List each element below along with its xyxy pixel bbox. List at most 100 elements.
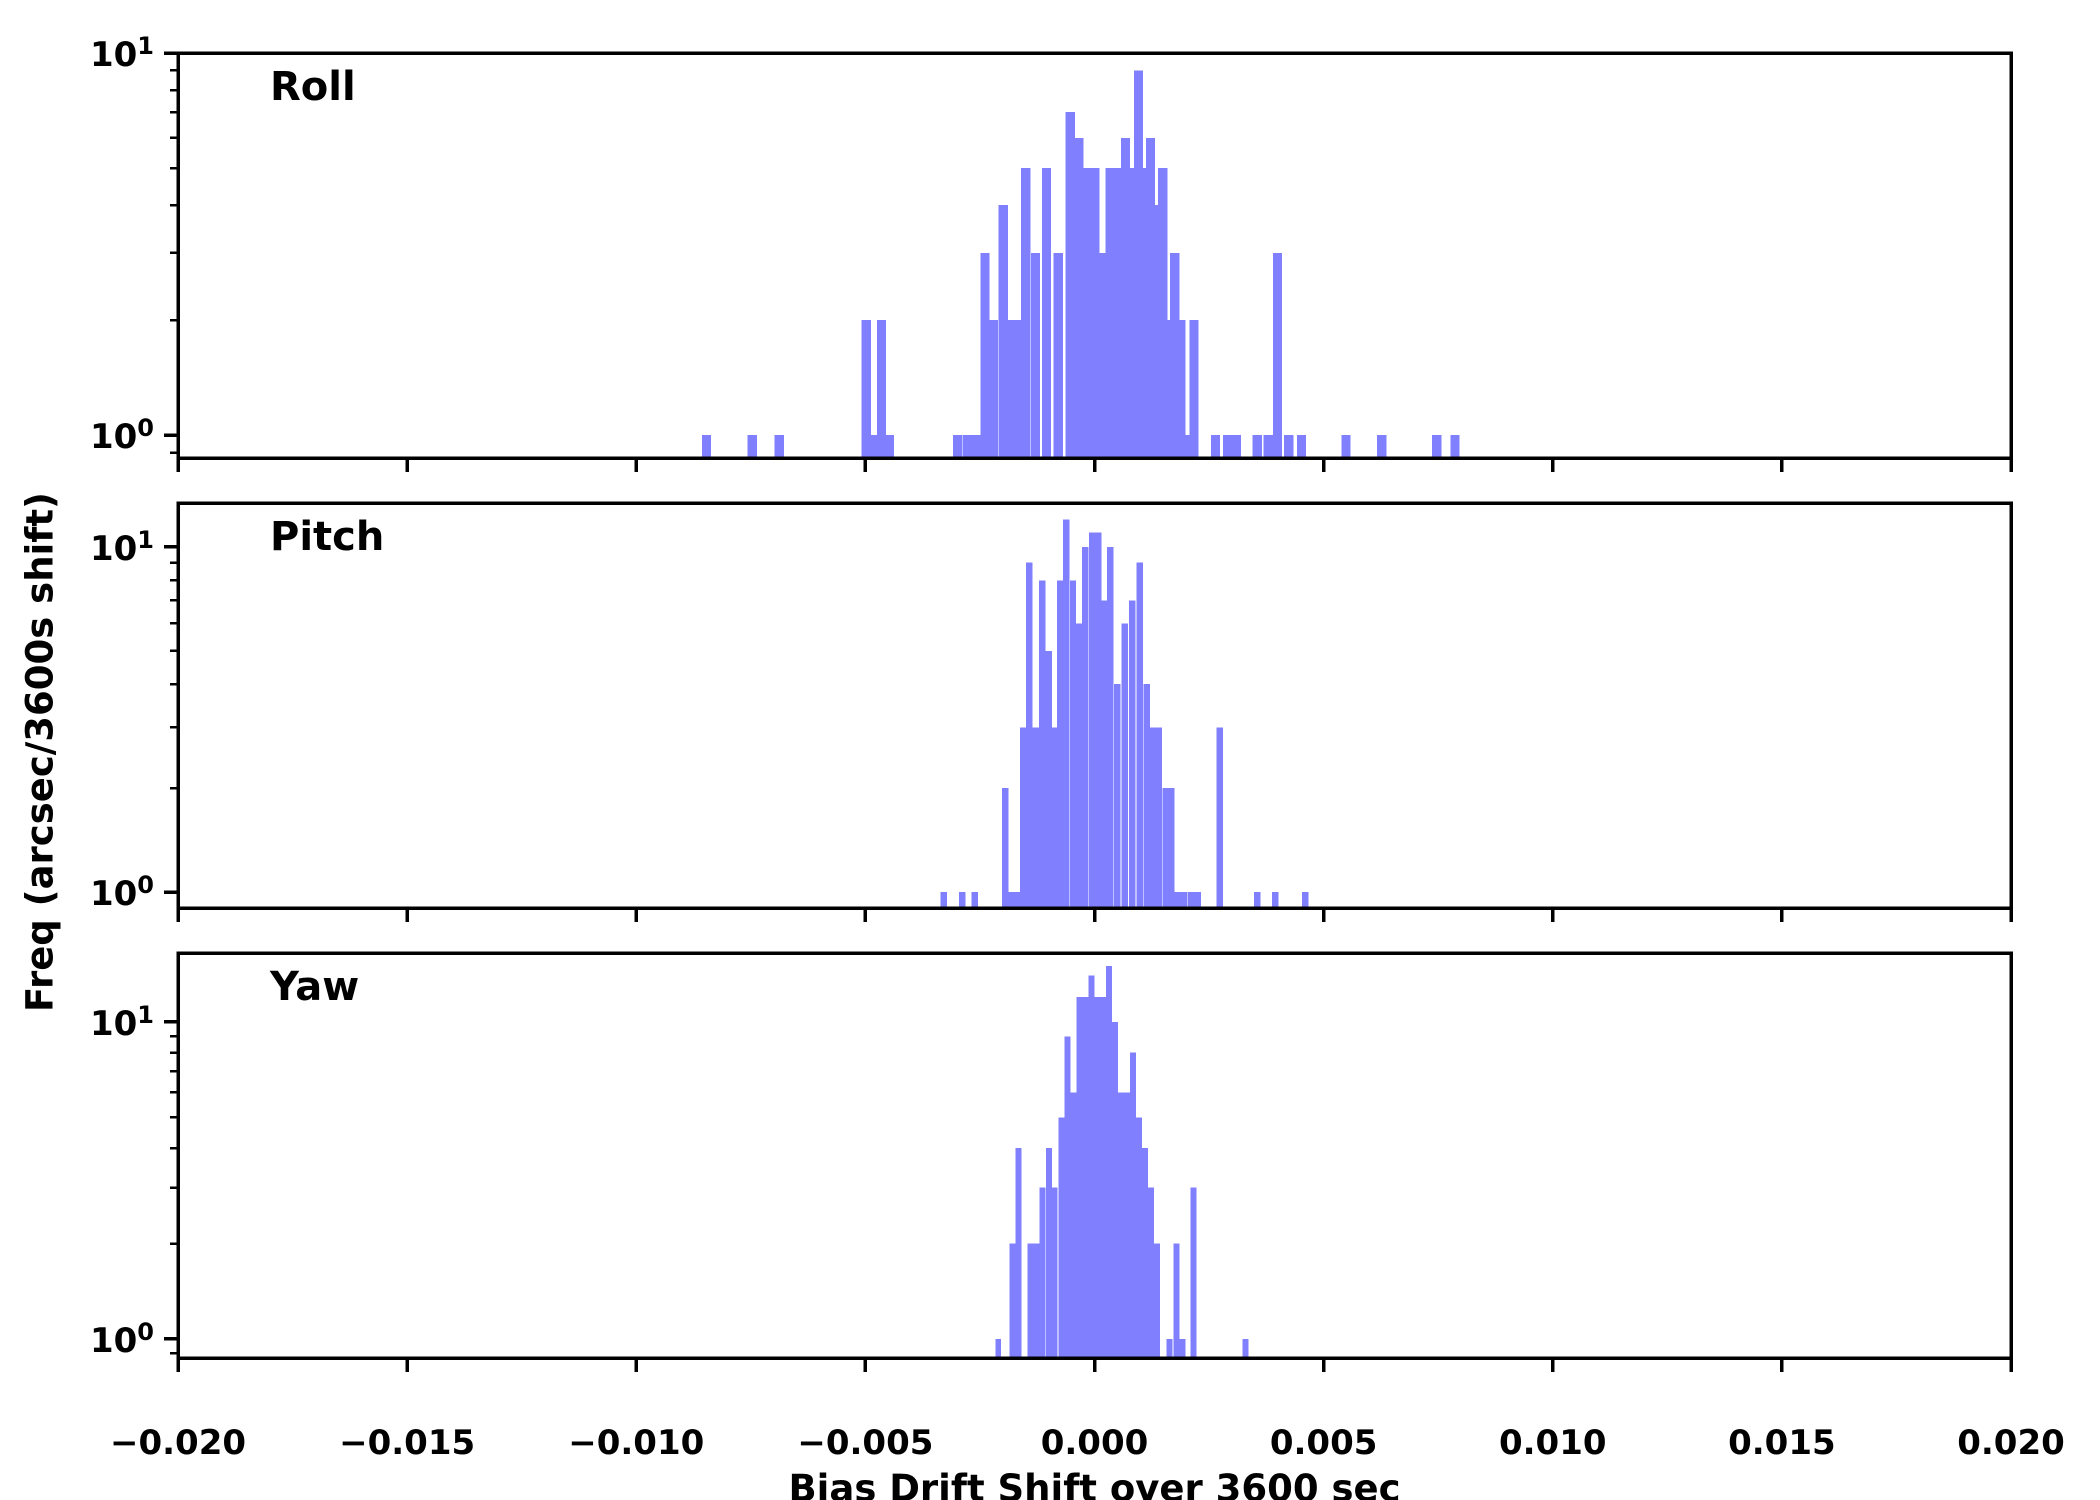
histogram-bar	[1001, 788, 1009, 908]
histogram-bar	[1021, 168, 1031, 459]
histogram-bar	[1039, 1187, 1046, 1358]
histogram-bar	[940, 892, 947, 908]
histogram-bar	[1074, 137, 1084, 459]
histogram-bar	[1302, 892, 1309, 908]
histogram-bar	[998, 205, 1008, 458]
histogram-bar	[1377, 435, 1387, 458]
histogram-bar	[1030, 252, 1040, 458]
histogram-bar	[1121, 137, 1131, 459]
histogram-bar	[1046, 1148, 1053, 1358]
histogram-bar	[1045, 650, 1052, 908]
histogram-bar	[1252, 435, 1262, 458]
histogram-bar	[1216, 727, 1223, 908]
x-tick-label: 0.000	[1040, 1423, 1149, 1463]
histogram-bar	[1089, 532, 1096, 908]
panel-title-yaw: Yaw	[270, 964, 360, 1010]
histogram-bar	[1006, 320, 1016, 458]
histogram-bar	[1075, 623, 1083, 908]
histogram-bar	[1051, 727, 1058, 908]
histogram-bar	[1070, 1092, 1077, 1358]
histogram-bar	[747, 435, 757, 458]
x-tick-label: −0.015	[339, 1423, 476, 1463]
histogram-bar	[1135, 1117, 1142, 1358]
x-tick-label: 0.010	[1498, 1423, 1607, 1463]
y-tick-label: 100	[89, 1317, 154, 1362]
histogram-bar	[1062, 519, 1070, 908]
histogram-bar	[1231, 435, 1242, 458]
y-tick-label: 101	[89, 1000, 154, 1045]
histogram-bar	[1041, 168, 1051, 459]
histogram-bar	[1133, 70, 1144, 458]
histogram-bar	[988, 320, 998, 458]
x-tick-label: 0.005	[1269, 1423, 1378, 1463]
histogram-bar	[1149, 727, 1156, 908]
histogram-bar	[1090, 168, 1100, 459]
histogram-bar	[958, 892, 966, 908]
histogram-bar	[1032, 727, 1040, 908]
histogram-bar	[774, 435, 784, 458]
histogram-bar	[1194, 892, 1201, 908]
histogram-bar	[701, 435, 711, 458]
histogram-bar	[876, 320, 886, 458]
histogram-bar	[1069, 580, 1077, 908]
histogram-bar	[1168, 788, 1175, 908]
histogram-bar	[1127, 168, 1138, 459]
histogram-bar	[1166, 1338, 1173, 1358]
histogram-bar	[1114, 684, 1121, 908]
histogram-bar	[1033, 1243, 1040, 1358]
histogram-bar	[1173, 1243, 1180, 1358]
histogram-bar	[1136, 562, 1144, 908]
histogram-bar	[1112, 1021, 1119, 1358]
histogram-bar	[1141, 1148, 1148, 1358]
histogram-bar	[1027, 1243, 1034, 1358]
histogram-bar	[1013, 892, 1020, 908]
histogram-bar	[995, 1338, 1002, 1358]
histogram-bar	[1253, 892, 1261, 908]
histogram-bar	[1130, 1052, 1136, 1358]
histogram-bar	[1182, 435, 1193, 458]
histogram-bar	[1190, 1187, 1197, 1358]
histogram-bar	[1139, 168, 1150, 459]
x-tick-label: −0.005	[797, 1423, 934, 1463]
histogram-bar	[1106, 966, 1113, 1358]
histogram-bar	[980, 252, 990, 458]
histogram-bar	[1056, 580, 1064, 908]
histogram-bar	[1065, 112, 1075, 459]
histogram-bar	[1128, 600, 1136, 908]
histogram-bar	[1155, 727, 1162, 908]
histogram-bar	[971, 892, 979, 908]
panel-title-pitch: Pitch	[270, 514, 385, 560]
histogram-bar	[1242, 1338, 1249, 1358]
y-tick-label: 101	[89, 525, 154, 570]
histogram-bar	[1076, 996, 1083, 1358]
histogram-bar	[1019, 727, 1027, 908]
histogram-bar	[1179, 1338, 1186, 1358]
histogram-bar	[1058, 1117, 1065, 1358]
histogram-bar	[1105, 168, 1115, 459]
histogram-bar	[1297, 435, 1307, 458]
histogram-bar	[1082, 996, 1089, 1358]
histogram-bar	[1272, 252, 1282, 458]
histogram-bar	[1121, 623, 1128, 908]
histogram-bar	[1162, 788, 1169, 908]
histogram-bar	[1151, 205, 1161, 458]
x-axis-label: Bias Drift Shift over 3600 sec	[788, 1467, 1401, 1500]
histogram-bar	[1164, 320, 1174, 458]
histogram-bar	[1094, 996, 1101, 1358]
histogram-bar	[1007, 892, 1014, 908]
histogram-bar	[1189, 320, 1199, 458]
histogram-bar	[1341, 435, 1351, 458]
histogram-bar	[1174, 892, 1182, 908]
histogram-bar	[1113, 168, 1123, 459]
histogram-bar	[1088, 975, 1095, 1358]
histogram-bar	[1222, 435, 1232, 458]
histogram-bar	[1082, 546, 1089, 908]
y-tick-label: 101	[89, 31, 154, 76]
histogram-bar	[1009, 1243, 1016, 1358]
histogram-bar	[1013, 320, 1024, 458]
histogram-bar	[1450, 435, 1460, 458]
histogram-bar	[1147, 1187, 1154, 1358]
histogram-bar	[1210, 435, 1221, 458]
